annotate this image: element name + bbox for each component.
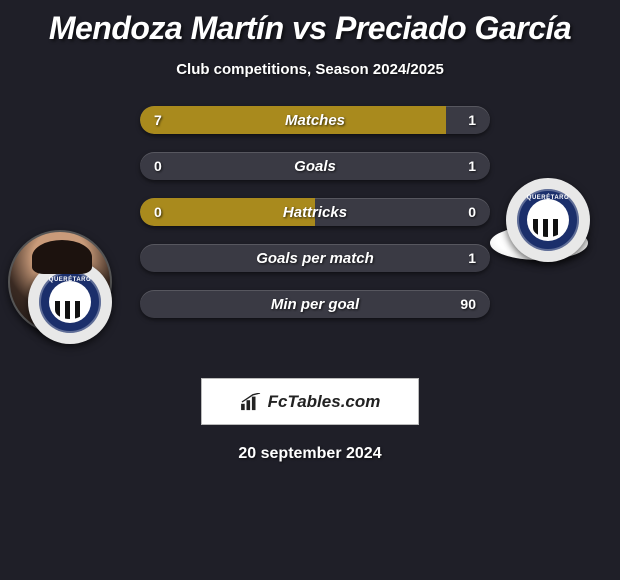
stat-value-left: 0 (154, 158, 162, 174)
stat-row: 7 Matches 1 (140, 106, 490, 134)
stat-bars: 7 Matches 1 0 Goals 1 0 Hattricks 0 Goals per mat… (140, 106, 490, 336)
stat-label: Goals per match (256, 250, 374, 267)
stat-value-right: 1 (468, 158, 476, 174)
stat-label: Min per goal (271, 296, 359, 313)
stat-row: 0 Hattricks 0 (140, 198, 490, 226)
date-text: 20 september 2024 (0, 445, 620, 463)
page-title: Mendoza Martín vs Preciado García (0, 0, 620, 47)
brand-text: FcTables.com (268, 392, 381, 412)
chart-icon (240, 393, 262, 411)
stat-row: Goals per match 1 (140, 244, 490, 272)
brand-box: FcTables.com (201, 378, 419, 425)
subtitle: Club competitions, Season 2024/2025 (0, 61, 620, 78)
stat-value-right: 0 (468, 204, 476, 220)
stat-value-right: 1 (468, 112, 476, 128)
stat-row: 0 Goals 1 (140, 152, 490, 180)
player2-club-crest: QUERÉTARO (506, 178, 590, 262)
stat-value-right: 90 (460, 296, 476, 312)
stat-value-left: 7 (154, 112, 162, 128)
stat-value-right: 1 (468, 250, 476, 266)
stat-label: Matches (285, 112, 345, 129)
stat-row: Min per goal 90 (140, 290, 490, 318)
stat-value-left: 0 (154, 204, 162, 220)
stat-label: Goals (294, 158, 336, 175)
stat-label: Hattricks (283, 204, 347, 221)
